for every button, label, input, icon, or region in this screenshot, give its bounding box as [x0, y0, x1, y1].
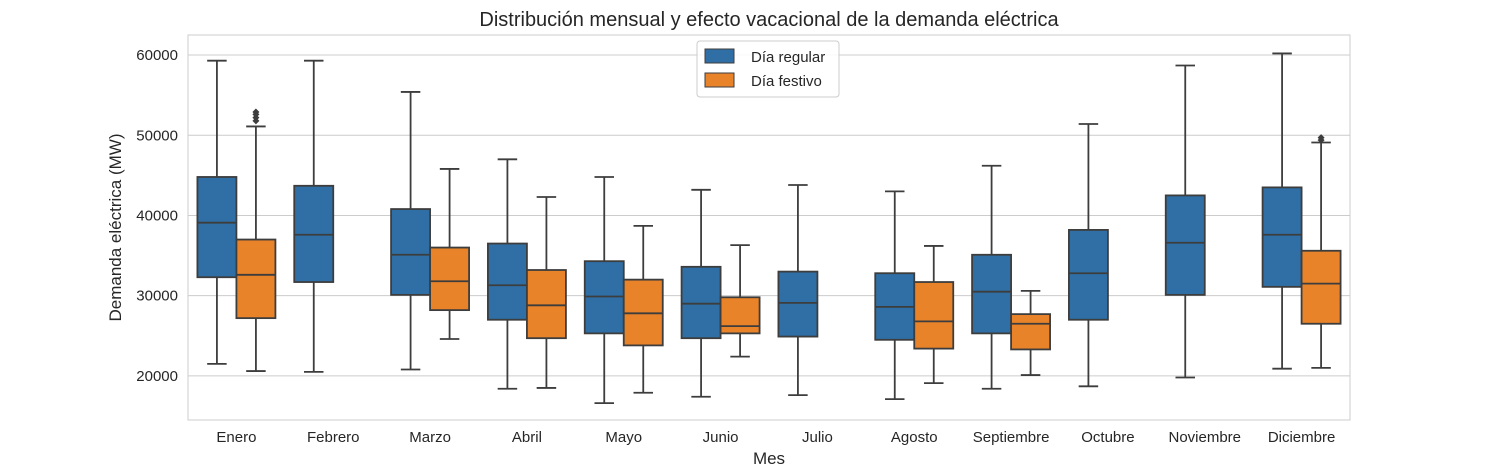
x-tick-labels: Enero Febrero Marzo Abril Mayo Junio Julio Agos… — [216, 429, 1335, 446]
y-tick-label: 50000 — [136, 127, 178, 144]
y-tick-labels: 20000 30000 40000 50000 60000 — [136, 47, 178, 385]
y-tick-label: 30000 — [136, 288, 178, 305]
box-body — [390, 208, 431, 296]
box — [429, 168, 470, 340]
x-axis-label: Mes — [753, 449, 785, 468]
x-tick-label: Febrero — [307, 429, 360, 446]
legend-swatch — [704, 48, 735, 64]
x-tick-label: Enero — [216, 429, 256, 446]
x-tick-label: Octubre — [1081, 429, 1134, 446]
x-tick-label: Abril — [512, 429, 542, 446]
y-tick-label: 40000 — [136, 207, 178, 224]
box — [293, 59, 335, 373]
flier-point — [252, 108, 260, 116]
box — [622, 224, 664, 394]
box — [874, 190, 916, 401]
box-body — [680, 265, 722, 340]
box — [390, 91, 431, 371]
plot-area — [188, 35, 1350, 420]
box-body — [1010, 313, 1051, 351]
box — [971, 164, 1012, 390]
legend-label: Día festivo — [751, 73, 822, 90]
y-tick-label: 60000 — [136, 47, 178, 64]
gridlines — [188, 54, 1350, 377]
box-body — [1068, 229, 1109, 321]
box-body — [429, 246, 470, 312]
box — [680, 188, 722, 398]
legend-swatch — [704, 72, 735, 88]
box — [196, 59, 238, 365]
x-tick-label: Agosto — [891, 429, 938, 446]
box-body — [196, 176, 238, 279]
chart-title: Distribución mensual y efecto vacacional… — [479, 9, 1059, 31]
boxes-layer — [196, 52, 1342, 405]
legend-label: Día regular — [751, 49, 825, 66]
box — [526, 196, 567, 389]
box — [719, 244, 761, 358]
box — [583, 176, 625, 405]
x-tick-label: Junio — [703, 429, 739, 446]
box — [1010, 289, 1051, 376]
y-axis-label: Demanda eléctrica (MW) — [106, 134, 125, 322]
box-body — [971, 253, 1012, 335]
box — [1164, 64, 1206, 379]
box — [913, 245, 955, 385]
box-body — [1164, 194, 1206, 296]
x-tick-label: Mayo — [605, 429, 642, 446]
box — [235, 108, 277, 372]
plot-frame — [187, 34, 1351, 421]
box-body — [526, 269, 567, 340]
box — [1261, 52, 1303, 370]
x-tick-label: Noviembre — [1168, 429, 1241, 446]
x-tick-label: Julio — [802, 429, 833, 446]
x-tick-label: Septiembre — [973, 429, 1050, 446]
y-tick-label: 20000 — [136, 368, 178, 385]
box — [777, 184, 819, 397]
box-body — [1300, 249, 1342, 325]
box-body — [1261, 186, 1303, 288]
x-tick-label: Diciembre — [1268, 429, 1336, 446]
box-body — [487, 242, 528, 321]
box-body — [777, 270, 819, 338]
box — [1068, 123, 1109, 388]
legend: Día regular Día festivo — [696, 40, 840, 98]
x-tick-label: Marzo — [409, 429, 451, 446]
box — [487, 158, 528, 390]
box — [1300, 134, 1342, 369]
box-body — [235, 238, 277, 320]
box-body — [719, 296, 761, 335]
flier-point — [1317, 134, 1325, 142]
box-body — [913, 281, 955, 350]
